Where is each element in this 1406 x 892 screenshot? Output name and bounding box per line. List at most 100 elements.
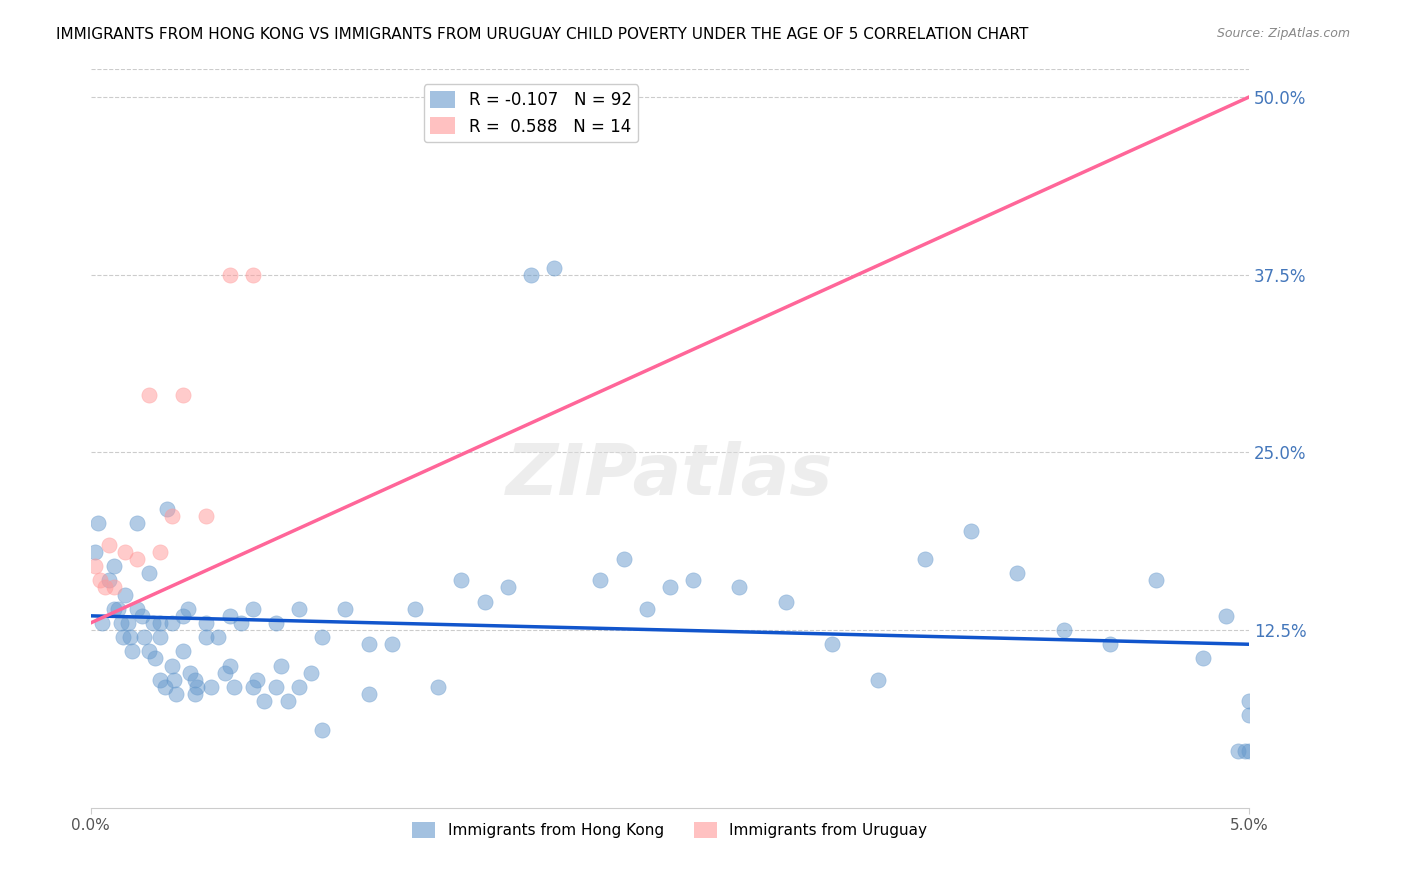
Point (184, 673, 207, 687)
Point (242, 268, 264, 282)
Point (218, 608, 240, 623)
Point (186, 680, 208, 694)
Point (179, 665, 201, 680)
Point (114, 587, 136, 601)
Point (138, 566, 160, 581)
Point (357, 687, 380, 701)
Point (142, 615, 165, 630)
Point (299, 665, 322, 680)
Point (450, 574, 472, 588)
Point (1226, 744, 1249, 758)
Point (543, 260, 565, 275)
Point (98, 538, 121, 552)
Point (311, 723, 333, 737)
Point (107, 601, 129, 615)
Point (84, 559, 107, 574)
Point (1191, 651, 1213, 665)
Point (1237, 744, 1260, 758)
Point (288, 680, 311, 694)
Point (103, 581, 125, 595)
Point (149, 673, 172, 687)
Point (91, 615, 114, 630)
Point (636, 601, 658, 615)
Point (125, 552, 148, 566)
Point (138, 644, 160, 658)
Point (404, 601, 426, 615)
Point (682, 574, 704, 588)
Point (1215, 608, 1237, 623)
Point (381, 637, 404, 651)
Point (1053, 623, 1076, 637)
Point (149, 630, 172, 644)
Point (172, 388, 194, 402)
Point (149, 615, 172, 630)
Point (160, 658, 183, 673)
Point (775, 594, 797, 608)
Point (264, 615, 287, 630)
Point (868, 673, 890, 687)
Point (118, 630, 141, 644)
Point (125, 516, 148, 531)
Point (277, 694, 299, 708)
Point (335, 601, 357, 615)
Point (117, 615, 139, 630)
Point (163, 673, 186, 687)
Point (264, 680, 287, 694)
Point (231, 615, 253, 630)
Point (242, 601, 264, 615)
Point (132, 630, 155, 644)
Point (89, 574, 111, 588)
Point (311, 630, 333, 644)
Point (914, 552, 936, 566)
Point (145, 651, 167, 665)
Point (218, 658, 240, 673)
Point (288, 601, 311, 615)
Point (165, 687, 187, 701)
Point (200, 680, 222, 694)
Legend: Immigrants from Hong Kong, Immigrants from Uruguay: Immigrants from Hong Kong, Immigrants fr… (406, 816, 934, 845)
Point (149, 545, 172, 559)
Point (270, 658, 292, 673)
Point (177, 601, 200, 615)
Point (156, 502, 179, 516)
Point (246, 673, 269, 687)
Point (427, 680, 450, 694)
Point (474, 594, 496, 608)
Point (496, 581, 519, 595)
Point (218, 268, 240, 282)
Point (110, 615, 132, 630)
Point (214, 665, 236, 680)
Point (589, 574, 612, 588)
Point (1233, 744, 1256, 758)
Point (114, 545, 136, 559)
Point (960, 524, 983, 538)
Point (160, 615, 183, 630)
Text: Source: ZipAtlas.com: Source: ZipAtlas.com (1216, 27, 1350, 40)
Point (131, 608, 153, 623)
Point (1007, 566, 1029, 581)
Point (84, 545, 107, 559)
Point (172, 608, 194, 623)
Point (520, 268, 543, 282)
Point (1237, 694, 1260, 708)
Point (195, 615, 218, 630)
Point (1237, 708, 1260, 723)
Point (172, 644, 194, 658)
Point (125, 601, 148, 615)
Point (93, 581, 115, 595)
Point (253, 694, 276, 708)
Point (357, 637, 380, 651)
Point (242, 680, 264, 694)
Point (160, 509, 183, 524)
Point (98, 574, 121, 588)
Point (153, 680, 176, 694)
Point (86, 516, 108, 531)
Point (1099, 637, 1122, 651)
Point (103, 601, 125, 615)
Point (184, 687, 207, 701)
Point (612, 552, 634, 566)
Point (224, 680, 246, 694)
Point (728, 581, 751, 595)
Point (112, 630, 135, 644)
Point (658, 581, 681, 595)
